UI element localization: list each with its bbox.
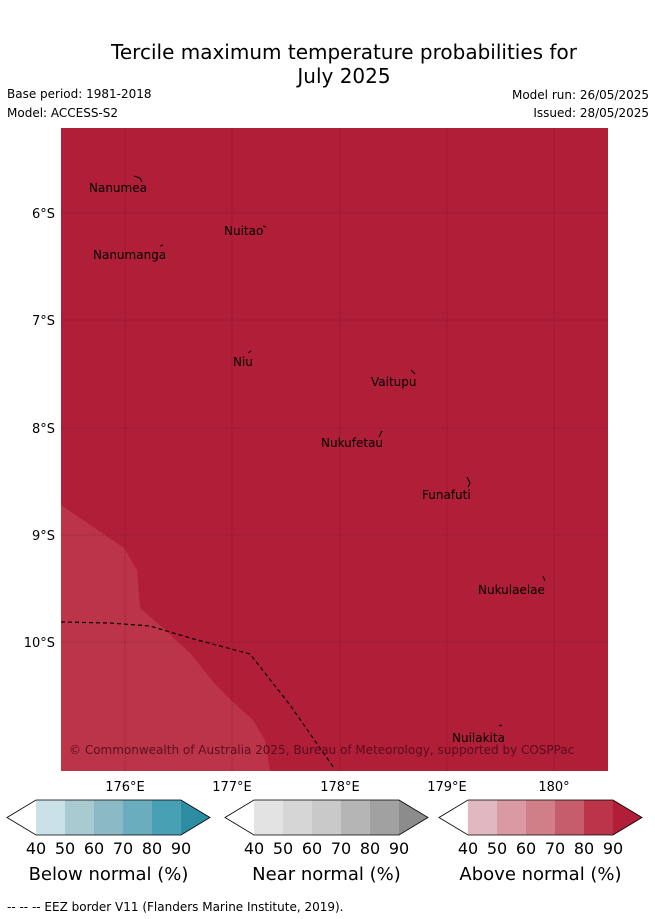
colorbar-cell — [152, 800, 181, 835]
lat-label: 8°S — [32, 422, 55, 437]
label-nukulaelae: Nukulaelae — [478, 583, 545, 597]
lon-label: 180° — [538, 780, 569, 795]
colorbar-cell — [65, 800, 94, 835]
colorbar-cell — [283, 800, 312, 835]
colorbar-under-extension — [7, 800, 36, 835]
colorbar-over-extension — [613, 800, 642, 835]
lat-label: 10°S — [24, 636, 55, 651]
lat-label: 9°S — [32, 529, 55, 544]
island-nanumanga — [159, 244, 164, 247]
above-normal-80-region — [61, 505, 270, 771]
colorbar-tick-label: 70 — [545, 839, 565, 858]
label-nanumanga: Nanumanga — [93, 248, 166, 262]
colorbar-cell — [468, 800, 497, 835]
colorbar-cell — [555, 800, 584, 835]
colorbar-outline — [224, 799, 429, 836]
colorbar-title: Near normal (%) — [252, 864, 401, 885]
colorbar-tick-label: 50 — [273, 839, 293, 858]
base-period: Base period: 1981-2018 — [7, 87, 152, 101]
label-nanumea: Nanumea — [89, 181, 147, 195]
colorbar-below-normal: 40 50 60 70 80 90 Below normal (%) — [6, 799, 211, 885]
copyright-notice: © Commonwealth of Australia 2025, Bureau… — [69, 743, 574, 757]
lon-label: 177°E — [212, 780, 252, 795]
colorbar-cell — [341, 800, 370, 835]
colorbar-title: Above normal (%) — [459, 864, 621, 885]
colorbar-tick-label: 40 — [244, 839, 264, 858]
colorbar-over-extension — [181, 800, 210, 835]
colorbar-over-extension — [399, 800, 428, 835]
island-niu — [247, 350, 252, 354]
colorbar-cell — [526, 800, 555, 835]
colorbar-tick-label: 80 — [574, 839, 594, 858]
colorbar-tick-label: 80 — [360, 839, 380, 858]
place-labels: Nanumea Nuitao Nanumanga Niu Vaitupu Nuk… — [89, 181, 545, 745]
island-nukufetau — [378, 430, 383, 438]
eez-border — [61, 621, 335, 769]
colorbar-cell — [497, 800, 526, 835]
label-nuitao: Nuitao — [224, 224, 263, 238]
map-title: Tercile maximum temperature probabilitie… — [111, 40, 577, 88]
colorbar-tick-label: 40 — [458, 839, 478, 858]
island-nanumea — [133, 175, 143, 183]
colorbar-above-normal: 40 50 60 70 80 90 Above normal (%) — [438, 799, 643, 885]
colorbar-cell — [312, 800, 341, 835]
colorbar-tick-label: 60 — [302, 839, 322, 858]
colorbar-outline — [438, 799, 643, 836]
eez-footnote: -- -- -- EEZ border V11 (Flanders Marine… — [7, 900, 344, 914]
label-nuilakita: Nuilakita — [452, 731, 505, 745]
colorbar-tick-label: 70 — [331, 839, 351, 858]
model-name: Model: ACCESS-S2 — [7, 106, 119, 120]
colorbar-cell — [584, 800, 613, 835]
colorbar-cell — [254, 800, 283, 835]
colorbar-tick-label: 90 — [171, 839, 191, 858]
island-funafuti — [466, 476, 471, 488]
island-nuilakita — [498, 724, 503, 727]
colorbar-tick-label: 90 — [603, 839, 623, 858]
island-vaitupu — [410, 369, 416, 375]
colorbar-cell — [94, 800, 123, 835]
lon-label: 179°E — [427, 780, 467, 795]
model-run-date: Model run: 26/05/2025 — [511, 88, 649, 102]
colorbar-tick-label: 90 — [389, 839, 409, 858]
island-nuitao — [262, 225, 267, 228]
colorbar-tick-label: 60 — [516, 839, 536, 858]
map-area: Nanumea Nuitao Nanumanga Niu Vaitupu Nuk… — [61, 128, 608, 771]
longitude-labels: 176°E 177°E 178°E 179°E 180° — [105, 780, 569, 795]
colorbar-tick-label: 50 — [55, 839, 75, 858]
latitude-labels: 6°S 7°S 8°S 9°S 10°S — [24, 207, 55, 651]
colorbar-title: Below normal (%) — [29, 864, 189, 885]
label-niu: Niu — [233, 355, 253, 369]
colorbar-outline — [6, 799, 211, 836]
label-funafuti: Funafuti — [422, 488, 471, 502]
island-nukulaelae — [542, 575, 546, 582]
colorbar-cell — [123, 800, 152, 835]
colorbar-legends: 40 50 60 70 80 90 Below normal (%) 40 50 60 70 80 90… — [6, 799, 643, 885]
lat-label: 6°S — [32, 207, 55, 222]
colorbar-near-normal: 40 50 60 70 80 90 Near normal (%) — [224, 799, 429, 885]
label-vaitupu: Vaitupu — [371, 375, 417, 389]
colorbar-under-extension — [439, 800, 468, 835]
colorbar-under-extension — [225, 800, 254, 835]
island-outlines — [133, 175, 546, 727]
colorbar-tick-label: 70 — [113, 839, 133, 858]
lon-label: 176°E — [105, 780, 145, 795]
colorbar-tick-label: 50 — [487, 839, 507, 858]
colorbar-tick-label: 40 — [26, 839, 46, 858]
issued-date: Issued: 28/05/2025 — [533, 106, 649, 120]
lon-label: 178°E — [320, 780, 360, 795]
colorbar-tick-label: 60 — [84, 839, 104, 858]
colorbar-cell — [370, 800, 399, 835]
lat-label: 7°S — [32, 314, 55, 329]
label-nukufetau: Nukufetau — [321, 436, 383, 450]
colorbar-tick-label: 80 — [142, 839, 162, 858]
colorbar-cell — [36, 800, 65, 835]
